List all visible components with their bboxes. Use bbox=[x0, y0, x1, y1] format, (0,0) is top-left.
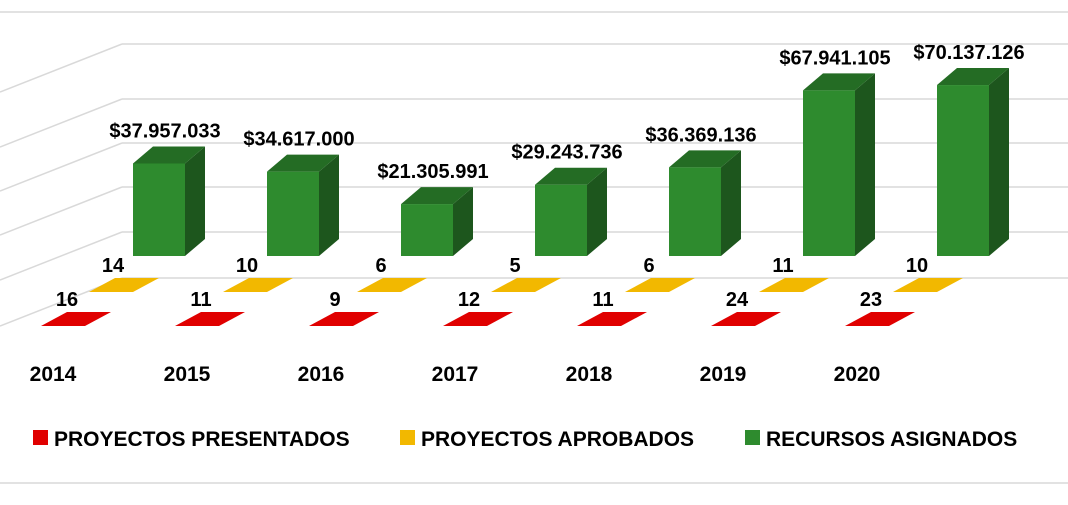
bar-side-recursos bbox=[855, 73, 875, 256]
legend-swatch bbox=[400, 430, 415, 445]
bar-top-recursos bbox=[401, 187, 473, 205]
bar-top-recursos bbox=[535, 167, 607, 185]
bar-presentados bbox=[711, 312, 781, 326]
x-tick-label: 2018 bbox=[566, 363, 613, 386]
data-label-presentados: 11 bbox=[592, 289, 613, 311]
bar-aprobados bbox=[893, 278, 963, 292]
x-tick-label: 2016 bbox=[298, 363, 345, 386]
data-label-presentados: 11 bbox=[190, 289, 211, 311]
bar-aprobados bbox=[223, 278, 293, 292]
side-gridline bbox=[0, 231, 123, 281]
data-label-presentados: 16 bbox=[56, 289, 78, 311]
bar-top-recursos bbox=[803, 73, 875, 91]
bar-aprobados bbox=[759, 278, 829, 292]
data-label-presentados: 12 bbox=[458, 289, 480, 311]
bar-side-recursos bbox=[721, 150, 741, 256]
legend-label: PROYECTOS PRESENTADOS bbox=[54, 428, 350, 451]
bar-side-recursos bbox=[185, 146, 205, 256]
bar-side-recursos bbox=[453, 187, 473, 256]
data-label-recursos: $70.137.126 bbox=[913, 42, 1024, 64]
bar-aprobados bbox=[89, 278, 159, 292]
data-label-recursos: $34.617.000 bbox=[243, 129, 354, 151]
side-gridline bbox=[0, 186, 123, 236]
bar-side-recursos bbox=[319, 154, 339, 256]
side-gridline bbox=[0, 142, 123, 192]
data-label-aprobados: 6 bbox=[643, 255, 654, 277]
bar-aprobados bbox=[625, 278, 695, 292]
bar-top-recursos bbox=[267, 154, 339, 172]
bar-aprobados bbox=[357, 278, 427, 292]
bar-top-recursos bbox=[669, 150, 741, 168]
bar-top-recursos bbox=[937, 68, 1009, 86]
data-label-aprobados: 14 bbox=[102, 255, 125, 277]
legend-swatch bbox=[33, 430, 48, 445]
data-label-recursos: $36.369.136 bbox=[645, 124, 756, 146]
bar-aprobados bbox=[491, 278, 561, 292]
data-label-recursos: $67.941.105 bbox=[779, 47, 890, 69]
side-gridline bbox=[0, 98, 123, 148]
bar-recursos bbox=[803, 90, 855, 256]
bar-presentados bbox=[577, 312, 647, 326]
data-label-recursos: $29.243.736 bbox=[511, 142, 622, 164]
data-label-aprobados: 10 bbox=[236, 255, 258, 277]
legend-label: RECURSOS ASIGNADOS bbox=[766, 428, 1017, 451]
bar-recursos bbox=[401, 204, 453, 256]
bar-presentados bbox=[845, 312, 915, 326]
x-tick-label: 2019 bbox=[700, 363, 747, 386]
data-label-recursos: $21.305.991 bbox=[377, 161, 488, 183]
x-tick-label: 2017 bbox=[432, 363, 479, 386]
x-tick-label: 2015 bbox=[164, 363, 211, 386]
data-label-aprobados: 10 bbox=[906, 255, 928, 277]
data-label-aprobados: 11 bbox=[772, 255, 793, 277]
legend-label: PROYECTOS APROBADOS bbox=[421, 428, 694, 451]
bar-recursos bbox=[535, 184, 587, 256]
bar-presentados bbox=[443, 312, 513, 326]
data-label-presentados: 23 bbox=[860, 289, 882, 311]
data-label-aprobados: 6 bbox=[375, 255, 386, 277]
bar-recursos bbox=[133, 163, 185, 256]
bar-recursos bbox=[267, 171, 319, 256]
data-label-recursos: $37.957.033 bbox=[109, 120, 220, 142]
legend-swatch bbox=[745, 430, 760, 445]
side-gridline bbox=[0, 43, 123, 93]
x-tick-label: 2014 bbox=[30, 363, 77, 386]
bar-recursos bbox=[937, 85, 989, 256]
bar-presentados bbox=[41, 312, 111, 326]
bar-presentados bbox=[175, 312, 245, 326]
data-label-aprobados: 5 bbox=[509, 255, 520, 277]
bar-top-recursos bbox=[133, 146, 205, 164]
bar-side-recursos bbox=[989, 68, 1009, 256]
bar-presentados bbox=[309, 312, 379, 326]
x-tick-label: 2020 bbox=[834, 363, 881, 386]
data-label-presentados: 9 bbox=[329, 289, 340, 311]
data-label-presentados: 24 bbox=[726, 289, 749, 311]
bar-side-recursos bbox=[587, 167, 607, 256]
bar-recursos bbox=[669, 167, 721, 256]
